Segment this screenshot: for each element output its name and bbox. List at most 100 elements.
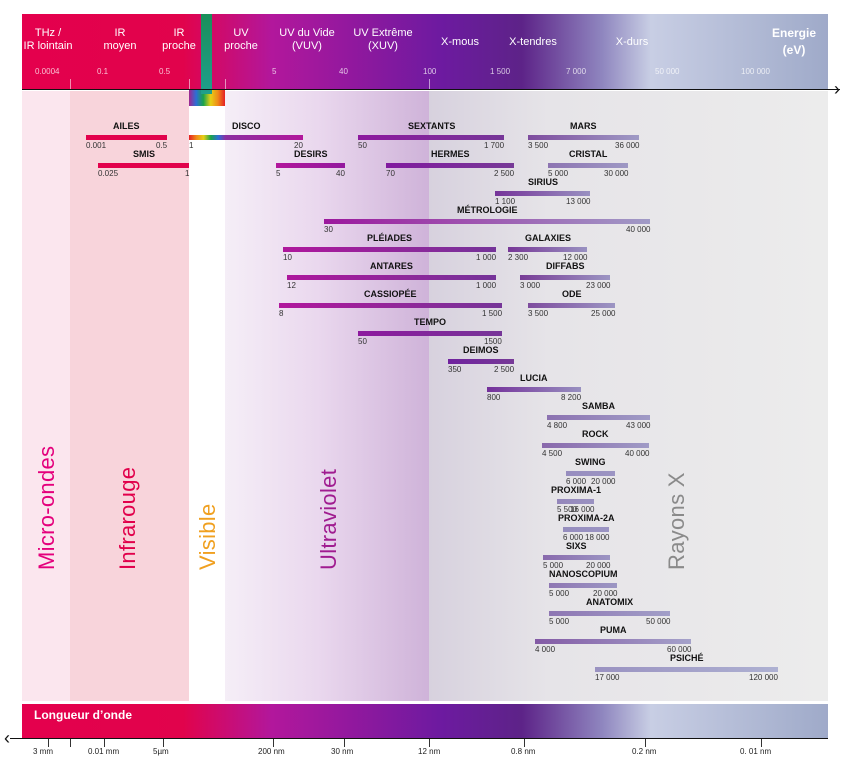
band-label-x-tendres: X-tendres [509,36,557,48]
band-label-uv-extreme: UV Extrême (XUV) [353,27,413,52]
beamline-high-value: 20 000 [586,561,611,570]
beamline-bar-psiché [595,667,778,672]
beamline-high-value: 40 000 [625,449,650,458]
wavelength-tick: 5µm [153,747,169,756]
wavelength-axis-arrow-icon: ‹ [4,728,10,748]
beamline-high-value: 43 000 [626,421,651,430]
beamline-low-value: 5 000 [548,169,569,178]
wavelength-band [22,704,828,738]
beamline-name: MARS [570,121,597,131]
beamline-low-value: 4 000 [535,645,556,654]
energy-band [22,14,828,90]
beamline-name: ODE [562,289,582,299]
beamline-low-value: 70 [386,169,395,178]
beamline-low-value: 800 [487,393,501,402]
prism-stem-icon [201,14,212,94]
beamline-bar-diffabs [520,275,610,280]
energy-tick: 100 [423,67,437,76]
beamline-bar-cristal [548,163,628,168]
beamline-bar-ailes [86,135,167,140]
beamline-bar-nanoscopium [549,583,617,588]
wavelength-tick: 0.2 nm [632,747,657,756]
wavelength-tick-mark [645,739,646,747]
beamline-low-value: 30 [324,225,333,234]
wavelength-tick-mark [344,739,345,747]
beamline-high-value: 1 000 [476,253,497,262]
beamline-high-value: 36 000 [615,141,640,150]
beamline-high-value: 1 500 [482,309,503,318]
wavelength-tick-mark [761,739,762,747]
beamline-bar-tempo [358,331,502,336]
beamline-low-value: 3 500 [528,141,549,150]
region-label-rayons-x: Rayons X [664,472,689,570]
beamline-name: DISCO [232,121,261,131]
beamline-name: SAMBA [582,401,615,411]
beamline-high-value: 1500 [484,337,502,346]
wavelength-tick-mark [429,739,430,747]
beamline-bar-sirius [495,191,590,196]
beamline-low-value: 5 000 [549,617,570,626]
beamline-bar-ode [528,303,615,308]
beamline-high-value: 120 000 [749,673,778,682]
beamline-bar-desirs [276,163,345,168]
wavelength-tick: 0.01 mm [88,747,120,756]
beamline-low-value: 50 [358,337,367,346]
beamline-high-value: 0.5 [156,141,168,150]
ultraviolet-region [225,91,429,701]
region-label-infrarouge: Infrarouge [115,466,140,570]
beamline-high-value: 30 000 [604,169,629,178]
beamline-bar-sextants [358,135,504,140]
beamline-name: PROXIMA-1 [551,485,602,495]
beamline-low-value: 0.001 [86,141,107,150]
beamline-name: GALAXIES [525,233,572,243]
energy-tick-mark [189,79,190,89]
beamline-low-value: 6 000 [563,533,584,542]
beamline-bar-pléiades [283,247,496,252]
beamline-bar-proxima-2a [563,527,609,532]
beamline-bar-cassiopée [279,303,502,308]
beamline-high-value: 1 700 [484,141,505,150]
wavelength-tick-mark [524,739,525,747]
energy-tick: 100 000 [741,67,770,76]
beamline-high-value: 8 200 [561,393,582,402]
beamline-bar-samba [547,415,650,420]
beamline-bar-métrologie [324,219,650,224]
beamline-low-value: 0.025 [98,169,119,178]
beamline-low-value: 5 000 [549,589,570,598]
beamline-high-value: 20 000 [591,477,616,486]
beamline-name: DIFFABS [546,261,585,271]
beamline-name: CRISTAL [569,149,608,159]
beamline-name: NANOSCOPIUM [549,569,618,579]
beamline-high-value: 13 000 [566,197,591,206]
energy-title: Energie (eV) [771,26,816,57]
energy-tick-mark [429,79,430,89]
beamline-bar-puma [535,639,691,644]
band-label-uv-proche: UV proche [224,27,258,52]
wavelength-tick-mark [48,739,49,747]
beamline-name: AILES [113,121,140,131]
beamline-bar-disco [189,135,303,140]
beamline-low-value: 12 [287,281,296,290]
energy-tick-mark [225,79,226,89]
band-label-x-mous: X-mous [441,36,479,48]
beamline-high-value: 25 000 [591,309,616,318]
energy-tick: 50 000 [655,67,680,76]
beamline-name: PUMA [600,625,627,635]
wavelength-axis-line [10,738,828,740]
energy-tick: 0.0004 [35,67,60,76]
beamline-name: ROCK [582,429,609,439]
beamline-low-value: 1 100 [495,197,516,206]
energy-axis-arrow-icon: › [834,79,840,99]
beamline-name: MÉTROLOGIE [457,205,518,215]
beamline-low-value: 1 [189,141,194,150]
beamline-high-value: 40 [336,169,345,178]
beamline-name: SMIS [133,149,156,159]
beamline-bar-proxima-1 [557,499,594,504]
beamline-low-value: 4 500 [542,449,563,458]
energy-tick: 40 [339,67,348,76]
beamline-high-value: 2 500 [494,169,515,178]
beamline-bar-swing [566,471,615,476]
beamline-bar-deimos [448,359,514,364]
beamline-name: CASSIOPÉE [364,289,417,299]
beamline-high-value: 50 000 [646,617,671,626]
